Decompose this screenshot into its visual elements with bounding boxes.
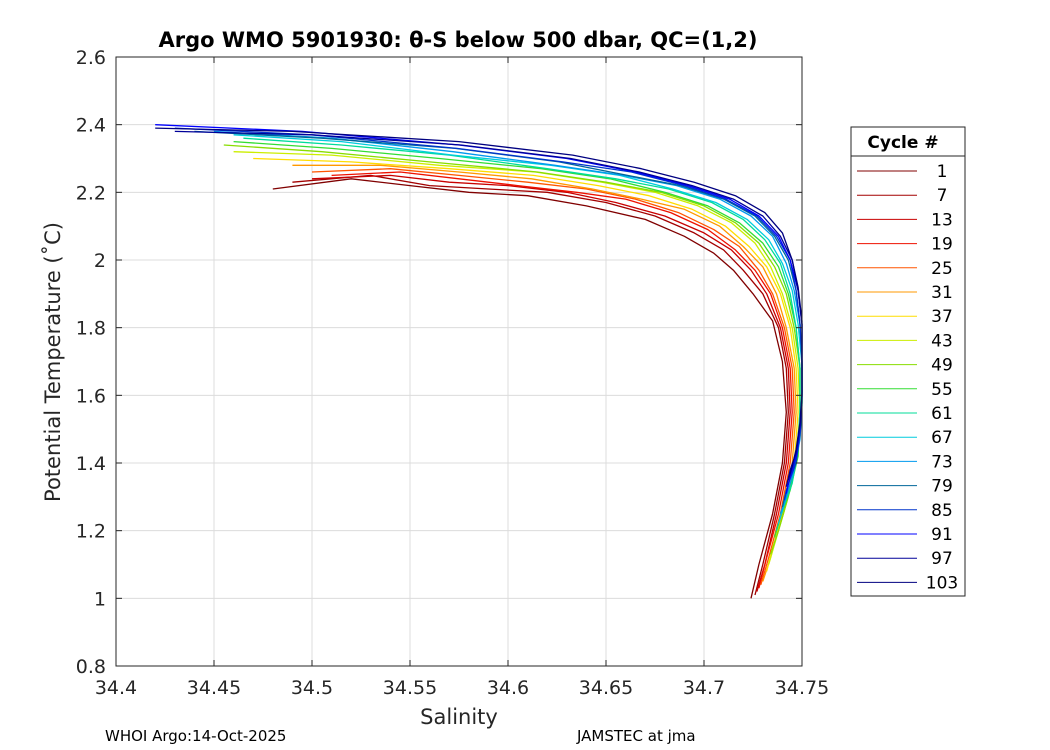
series-line-cycle-103 (155, 127, 803, 481)
plot-area: 34.4 34.45 34.5 34.55 34.6 34.65 34.7 34.75 0.8 1… (76, 47, 829, 699)
legend-label: 61 (931, 404, 953, 424)
legend-label: 91 (931, 525, 953, 545)
legend-items: 1 7 13 19 25 31 37 43 49 55 61 67 73 79 85 91 97 103 (857, 162, 958, 593)
y-tick-label: 2.6 (76, 47, 106, 69)
legend: Cycle # 1 7 13 19 25 31 37 43 49 55 61 67 73 79 85 91 97… (850, 126, 966, 597)
legend-label: 97 (931, 549, 953, 569)
legend-label: 19 (931, 235, 953, 255)
legend-label: 7 (937, 186, 948, 206)
legend-label: 85 (931, 501, 953, 521)
legend-label: 25 (931, 259, 953, 279)
x-tick-label: 34.65 (579, 677, 633, 699)
x-tick-label: 34.7 (683, 677, 725, 699)
axis-ticks: 34.4 34.45 34.5 34.55 34.6 34.65 34.7 34.75 0.8 1… (76, 47, 829, 699)
plot-background (116, 57, 802, 666)
legend-label: 73 (931, 452, 953, 472)
x-tick-label: 34.55 (383, 677, 437, 699)
chart-title: Argo WMO 5901930: θ-S below 500 dbar, QC… (159, 28, 758, 52)
x-tick-label: 34.4 (95, 677, 137, 699)
y-tick-label: 2.4 (76, 115, 106, 137)
legend-label: 79 (931, 477, 953, 497)
legend-label: 43 (931, 331, 953, 351)
x-tick-label: 34.75 (775, 677, 829, 699)
x-tick-label: 34.45 (187, 677, 241, 699)
plot-frame (115, 56, 803, 667)
x-tick-label: 34.6 (487, 677, 529, 699)
y-axis-label: Potential Temperature (˚C) (41, 222, 65, 502)
legend-label: 31 (931, 283, 953, 303)
legend-label: 67 (931, 428, 953, 448)
y-tick-label: 1.6 (76, 385, 106, 407)
series-line-cycle-7 (292, 174, 789, 596)
footer-right-text: JAMSTEC at jma (576, 727, 696, 745)
legend-label: 13 (931, 210, 953, 230)
footer-left-text: WHOI Argo:14-Oct-2025 (105, 727, 286, 745)
legend-label: 1 (937, 162, 948, 182)
series-line-cycle-13 (311, 174, 791, 592)
x-tick-label: 34.5 (291, 677, 333, 699)
legend-title: Cycle # (867, 133, 938, 153)
y-tick-label: 1.4 (76, 453, 106, 475)
legend-label: 103 (926, 573, 958, 593)
series-line-cycle-25 (311, 168, 795, 585)
y-tick-label: 2 (94, 250, 106, 272)
y-tick-label: 0.8 (76, 656, 106, 678)
y-tick-label: 1.2 (76, 521, 106, 543)
y-tick-label: 1 (94, 588, 106, 610)
series-line-cycle-19 (331, 171, 793, 589)
legend-box (850, 126, 966, 597)
series-lines (155, 124, 803, 599)
y-tick-label: 1.8 (76, 318, 106, 340)
legend-label: 37 (931, 307, 953, 327)
y-tick-label: 2.2 (76, 182, 106, 204)
legend-label: 49 (931, 356, 953, 376)
series-line-cycle-1 (272, 178, 787, 599)
legend-label: 55 (931, 380, 953, 400)
x-axis-label: Salinity (420, 705, 498, 729)
